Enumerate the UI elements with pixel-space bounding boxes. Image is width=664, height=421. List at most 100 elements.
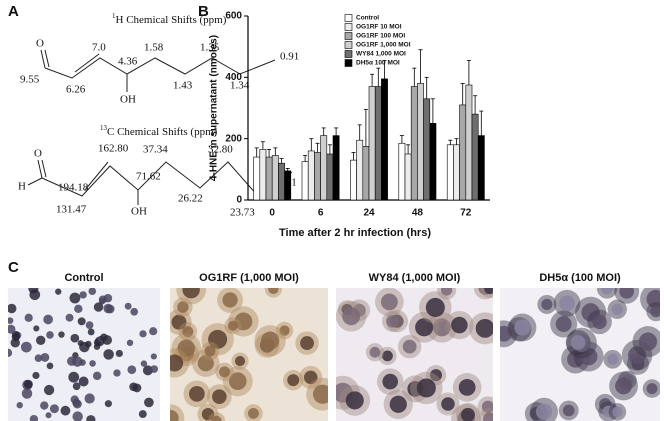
legend-label: OG1RF 100 MOI: [356, 33, 405, 40]
title-text: H Chemical Shifts (ppm): [116, 14, 227, 26]
cell: [607, 353, 619, 365]
cell: [380, 293, 398, 311]
cell: [430, 369, 442, 382]
cell: [451, 316, 468, 334]
cell: [11, 330, 20, 339]
cell: [8, 303, 17, 314]
bond: [74, 53, 100, 73]
cell: [60, 405, 71, 416]
cell: [72, 356, 83, 367]
shift: 26.22: [178, 193, 203, 205]
cell: [55, 288, 62, 295]
image-title: Control: [64, 272, 103, 284]
x-tick-label: 24: [363, 208, 375, 219]
y-tick-label: 0: [236, 195, 242, 206]
cell: [619, 288, 635, 299]
cell: [58, 331, 65, 338]
cell: [28, 288, 39, 294]
cell: [312, 384, 328, 404]
legend-swatch: [344, 23, 353, 31]
shift: 131.47: [56, 204, 87, 216]
cell: [440, 288, 453, 296]
cell: [287, 374, 300, 387]
cell: [170, 354, 184, 372]
cell: [342, 307, 361, 326]
cell: [345, 391, 364, 410]
bar: [381, 78, 388, 201]
x-tick-label: 6: [318, 208, 324, 219]
cell: [646, 383, 658, 395]
cell: [8, 324, 16, 334]
x-axis-label: Time after 2 hr infection (hrs): [279, 227, 431, 239]
cell: [592, 314, 607, 330]
cell: [72, 382, 81, 391]
bar: [271, 155, 279, 201]
cell: [144, 397, 154, 408]
molecule-1: [40, 49, 276, 92]
cell: [127, 365, 137, 375]
cell: [93, 343, 101, 350]
cell: [170, 410, 179, 421]
cell: [389, 395, 407, 413]
cell: [541, 298, 553, 311]
legend-label: Control: [356, 15, 379, 22]
cell: [227, 320, 238, 331]
bar: [350, 159, 357, 201]
cell: [45, 412, 52, 419]
bar: [259, 149, 267, 201]
bar: [459, 104, 467, 201]
cell: [87, 328, 95, 336]
legend-label: DH5α 100 MOI: [356, 60, 400, 67]
cell: [201, 407, 215, 421]
cell: [74, 304, 83, 314]
y-tick-label: 600: [225, 11, 242, 22]
cell: [46, 362, 54, 370]
bar: [398, 142, 406, 201]
bar: [429, 123, 437, 201]
shift: 1.34: [230, 80, 250, 92]
cell: [535, 403, 553, 420]
cell: [130, 307, 139, 316]
cell: [79, 291, 87, 299]
cell: [150, 353, 157, 360]
cell: [570, 335, 586, 350]
cell: [115, 349, 123, 358]
cell: [432, 318, 451, 337]
cell: [100, 333, 108, 342]
cell: [124, 302, 132, 310]
bar: [477, 135, 485, 201]
cell: [601, 288, 614, 295]
cell: [197, 355, 214, 372]
cell: [416, 378, 436, 398]
cell: [86, 415, 96, 421]
atom: H: [18, 181, 26, 193]
cell: [612, 406, 623, 418]
bond: [44, 49, 50, 68]
cell: [72, 411, 83, 421]
cell: [132, 383, 142, 393]
proton-title: 1H Chemical Shifts (ppm): [112, 12, 227, 26]
bar: [423, 98, 431, 201]
cell: [638, 332, 658, 351]
cell: [646, 289, 660, 309]
cell: [189, 386, 205, 402]
bar: [446, 144, 454, 201]
cell: [441, 397, 455, 411]
cell: [211, 415, 222, 421]
y-tick-label: 400: [225, 72, 242, 83]
cell: [483, 412, 493, 421]
cell: [150, 365, 159, 373]
cell: [149, 327, 158, 336]
cell: [204, 345, 216, 357]
image-title: OG1RF (1,000 MOI): [199, 272, 299, 284]
panel-label: B: [198, 3, 209, 20]
cell: [382, 373, 399, 390]
cell: [177, 339, 196, 358]
cell: [40, 401, 49, 410]
shift: 1.58: [144, 42, 164, 54]
micrograph: [8, 288, 160, 421]
cell: [92, 371, 102, 381]
bar: [320, 135, 328, 201]
bar: [356, 139, 364, 201]
legend-swatch: [344, 59, 353, 67]
